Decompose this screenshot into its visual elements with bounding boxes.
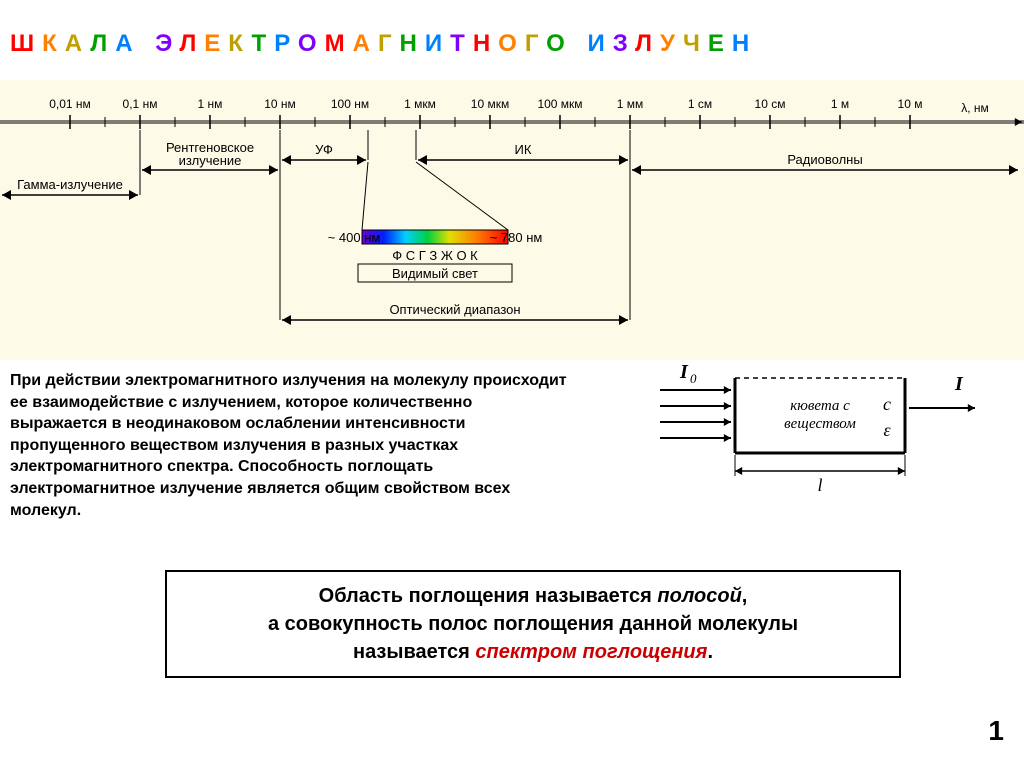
svg-text:1 нм: 1 нм [198, 97, 223, 111]
svg-text:λ, нм: λ, нм [961, 101, 989, 115]
svg-text:ИК: ИК [515, 142, 532, 157]
svg-text:Радиоволны: Радиоволны [787, 152, 862, 167]
def-line1a: Область поглощения называется [319, 585, 658, 607]
page-title: ШКАЛА ЭЛЕКТРОМАГНИТНОГО ИЗЛУЧЕН [10, 30, 757, 58]
svg-text:веществом: веществом [784, 416, 856, 432]
def-line1b: полосой [657, 585, 741, 607]
svg-text:излучение: излучение [179, 153, 242, 168]
def-line3b: спектром поглощения [475, 641, 707, 663]
definition-box: Область поглощения называется полосой, а… [165, 570, 901, 678]
svg-text:1 мм: 1 мм [617, 97, 644, 111]
svg-text:I: I [679, 361, 689, 383]
svg-text:1 см: 1 см [688, 97, 712, 111]
def-line2: а совокупность полос поглощения данной м… [268, 613, 798, 635]
svg-text:I: I [954, 373, 964, 395]
svg-text:10 нм: 10 нм [264, 97, 296, 111]
svg-text:100 нм: 100 нм [331, 97, 369, 111]
svg-text:0: 0 [690, 371, 697, 386]
svg-text:1 м: 1 м [831, 97, 849, 111]
cuvette-svg: I0Iкювета свеществомcεl [640, 360, 1000, 500]
svg-text:Ф С Г З Ж О К: Ф С Г З Ж О К [392, 248, 478, 263]
svg-text:Оптический диапазон: Оптический диапазон [389, 302, 520, 317]
svg-text:c: c [883, 394, 891, 414]
svg-text:l: l [817, 475, 822, 495]
svg-text:Видимый свет: Видимый свет [392, 266, 478, 281]
page-number: 1 [988, 715, 1004, 747]
svg-text:УФ: УФ [315, 142, 333, 157]
svg-text:~ 400 нм: ~ 400 нм [328, 230, 381, 245]
svg-text:10 мкм: 10 мкм [471, 97, 509, 111]
svg-text:0,01 нм: 0,01 нм [49, 97, 91, 111]
em-scale-diagram: 0,01 нм 0,1 нм 1 нм 10 нм 100 нм 1 мкм 10 мкм 1… [0, 80, 1024, 360]
svg-text:кювета с: кювета с [790, 398, 850, 414]
svg-text:100 мкм: 100 мкм [537, 97, 582, 111]
svg-text:10 м: 10 м [898, 97, 923, 111]
def-line3a: называется [353, 641, 475, 663]
em-scale-svg: 0,01 нм 0,1 нм 1 нм 10 нм 100 нм 1 мкм 10 мкм 1… [0, 80, 1024, 360]
svg-text:0,1 нм: 0,1 нм [123, 97, 158, 111]
explanatory-text: При действии электромагнитного излучения… [10, 370, 570, 521]
svg-text:~ 780 нм: ~ 780 нм [490, 230, 543, 245]
svg-text:1 мкм: 1 мкм [404, 97, 436, 111]
cuvette-diagram: I0Iкювета свеществомcεl [640, 360, 1000, 500]
svg-text:Гамма-излучение: Гамма-излучение [17, 177, 123, 192]
svg-text:ε: ε [883, 420, 891, 440]
svg-text:10 см: 10 см [755, 97, 786, 111]
